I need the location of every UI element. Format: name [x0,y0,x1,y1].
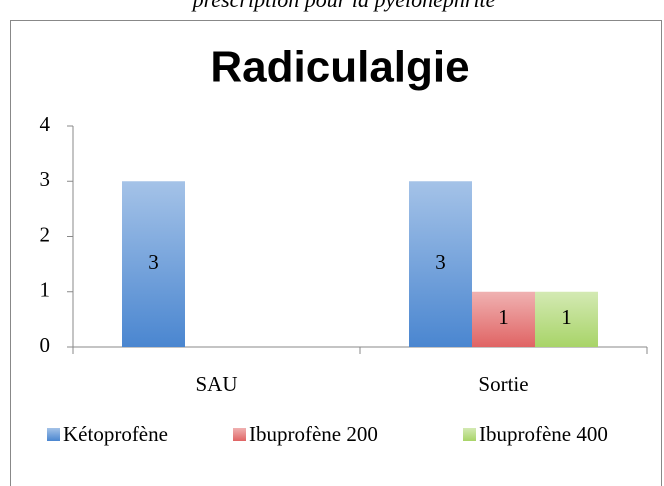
y-tick-label: 1 [40,278,51,302]
legend-label: Ibuprofène 400 [479,422,608,446]
bar [535,291,598,347]
y-tick-label: 4 [40,112,51,136]
x-tick-label: Sortie [478,372,528,396]
legend-label: Kétoprofène [63,422,168,446]
caption: prescription pour la pyélonéphrite [191,0,496,12]
bar [409,181,472,347]
legend-swatch [233,428,246,441]
bar [472,291,535,347]
chart-title: Radiculalgie [210,43,469,92]
y-tick-label: 3 [40,167,51,191]
bar [122,181,185,347]
chart-frame [10,20,662,486]
data-label: 3 [435,250,446,274]
data-label: 1 [498,305,509,329]
data-label: 3 [148,250,159,274]
legend-swatch [463,428,476,441]
y-tick-label: 2 [40,222,51,246]
legend-label: Ibuprofène 200 [249,422,378,446]
x-tick-label: SAU [195,372,237,396]
data-label: 1 [561,305,572,329]
y-tick-label: 0 [40,333,51,357]
legend-swatch [47,428,60,441]
